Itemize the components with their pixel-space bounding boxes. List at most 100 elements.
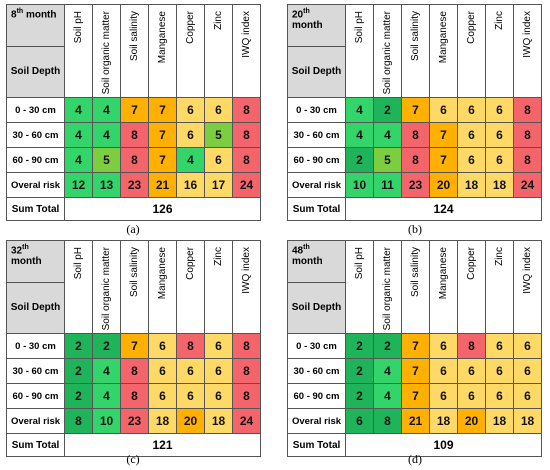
table-row: Overal risk 8 10 23 18 20 18 24: [6, 408, 261, 435]
risk-cell: 4: [176, 147, 205, 174]
column-header: IWQ index: [232, 239, 261, 335]
column-header-label: Copper: [466, 247, 477, 280]
risk-cell: 4: [373, 358, 402, 385]
risk-cell: 8: [373, 408, 402, 435]
risk-table-c: 32th month Soil pH Soil organic matter Soil…: [6, 239, 261, 458]
column-header-label: Soil salinity: [410, 247, 421, 298]
risk-cell: 6: [485, 122, 514, 149]
period-suffix: th: [303, 8, 310, 15]
column-header-label: Soil pH: [354, 247, 365, 280]
column-header-label: Manganese: [438, 11, 449, 64]
column-header: Soil pH: [345, 239, 374, 335]
row-label: 60 - 90 cm: [6, 383, 65, 410]
sum-total-value: 121: [64, 433, 261, 458]
column-header: IWQ index: [232, 3, 261, 99]
column-header-label: Copper: [185, 247, 196, 280]
period-word: month: [292, 256, 323, 268]
table-row: 60 - 90 cm 2 5 8 7 6 6 8: [287, 147, 542, 174]
risk-cell: 8: [120, 122, 149, 149]
risk-cell: 4: [92, 122, 121, 149]
risk-cell: 21: [401, 408, 430, 435]
table-row: 60 - 90 cm 4 5 8 7 4 6 8: [6, 147, 261, 174]
row-label: Overal risk: [6, 172, 65, 199]
column-header-label: Manganese: [438, 247, 449, 300]
risk-cell: 11: [373, 172, 402, 199]
risk-table-b: 20th month Soil pH Soil organic matter Soil…: [287, 3, 542, 222]
risk-cell: 6: [485, 383, 514, 410]
risk-cell: 24: [232, 172, 261, 199]
risk-cell: 24: [513, 172, 542, 199]
column-header-label: Soil organic matter: [382, 247, 393, 331]
column-header-label: Copper: [185, 11, 196, 44]
risk-cell: 6: [457, 122, 486, 149]
sum-total-value: 109: [345, 433, 542, 458]
risk-cell: 5: [92, 147, 121, 174]
risk-cell: 12: [64, 172, 93, 199]
table-row: 60 - 90 cm 2 4 8 6 6 6 8: [6, 383, 261, 410]
risk-matrix: 20th month Soil pH Soil organic matter Soil…: [287, 3, 542, 222]
column-header: Soil pH: [345, 3, 374, 99]
risk-cell: 8: [232, 358, 261, 385]
risk-cell: 5: [373, 147, 402, 174]
column-header-label: Zinc: [213, 247, 224, 266]
row-label: 0 - 30 cm: [287, 333, 346, 360]
risk-cell: 7: [120, 97, 149, 124]
column-header-label: Soil organic matter: [101, 11, 112, 95]
risk-cell: 6: [485, 147, 514, 174]
column-header-label: Zinc: [494, 247, 505, 266]
risk-cell: 4: [92, 97, 121, 124]
column-header-label: Soil pH: [73, 247, 84, 280]
risk-matrix: 32th month Soil pH Soil organic matter Soil…: [6, 239, 261, 458]
sum-total-label: Sum Total: [6, 433, 65, 458]
column-header-label: Copper: [466, 11, 477, 44]
risk-cell: 6: [429, 358, 458, 385]
row-label: 30 - 60 cm: [6, 358, 65, 385]
row-label: 60 - 90 cm: [6, 147, 65, 174]
risk-cell: 7: [401, 97, 430, 124]
risk-cell: 23: [120, 408, 149, 435]
sum-total-value: 126: [64, 197, 261, 222]
column-header: Copper: [457, 3, 486, 99]
column-header: Soil salinity: [401, 3, 430, 99]
risk-cell: 7: [148, 147, 177, 174]
risk-cell: 6: [148, 383, 177, 410]
risk-cell: 4: [64, 122, 93, 149]
risk-cell: 21: [148, 172, 177, 199]
risk-cell: 7: [401, 333, 430, 360]
soil-depth-header: Soil Depth: [287, 45, 346, 99]
row-label: 30 - 60 cm: [6, 122, 65, 149]
sum-total-value: 124: [345, 197, 542, 222]
risk-cell: 8: [64, 408, 93, 435]
period-label: 20th month: [287, 4, 346, 47]
risk-cell: 8: [176, 333, 205, 360]
soil-depth-header: Soil Depth: [287, 281, 346, 335]
period-number: 8: [11, 9, 17, 21]
risk-cell: 6: [148, 358, 177, 385]
risk-cell: 2: [64, 358, 93, 385]
table-row: 0 - 30 cm 4 4 7 7 6 6 8: [6, 97, 261, 124]
column-header-label: Soil salinity: [410, 11, 421, 62]
risk-cell: 8: [513, 97, 542, 124]
column-header-label: Manganese: [157, 11, 168, 64]
risk-cell: 8: [401, 147, 430, 174]
risk-cell: 6: [429, 97, 458, 124]
sum-total-label: Sum Total: [6, 197, 65, 222]
column-header-label: Zinc: [213, 11, 224, 30]
risk-cell: 20: [429, 172, 458, 199]
column-header: Zinc: [204, 3, 233, 99]
column-header: Zinc: [204, 239, 233, 335]
risk-cell: 6: [176, 97, 205, 124]
risk-cell: 2: [64, 333, 93, 360]
table-row: 30 - 60 cm 4 4 8 7 6 6 8: [287, 122, 542, 149]
risk-cell: 6: [513, 383, 542, 410]
risk-cell: 8: [401, 122, 430, 149]
column-header: Zinc: [485, 239, 514, 335]
row-label: Overal risk: [6, 408, 65, 435]
risk-cell: 8: [513, 122, 542, 149]
column-header: IWQ index: [513, 239, 542, 335]
risk-cell: 20: [457, 408, 486, 435]
risk-cell: 8: [120, 383, 149, 410]
column-header: Soil organic matter: [92, 239, 121, 335]
risk-cell: 23: [401, 172, 430, 199]
risk-cell: 4: [373, 122, 402, 149]
